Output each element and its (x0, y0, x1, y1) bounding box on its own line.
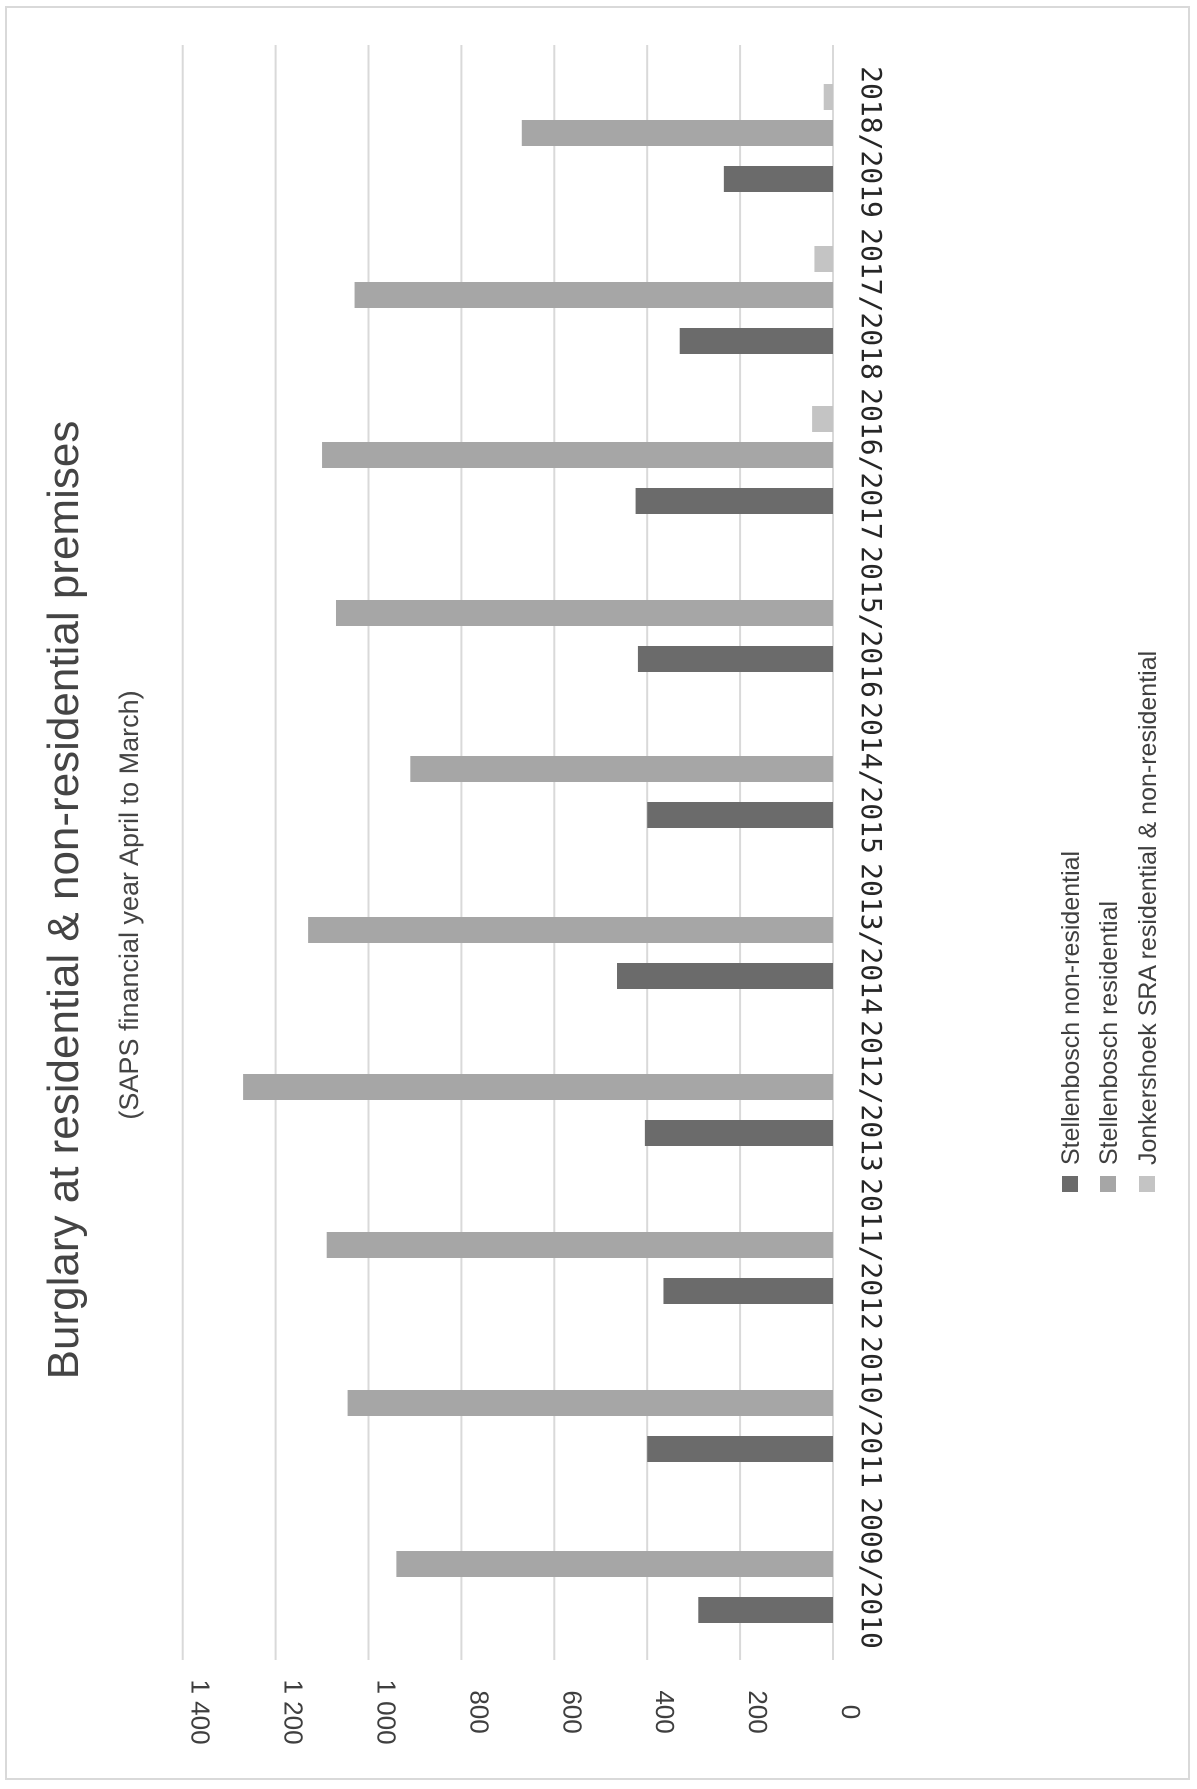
bar (308, 917, 833, 943)
category-label: 2010/2011 (855, 1336, 888, 1488)
bar (823, 84, 833, 110)
bar (410, 756, 833, 782)
legend-swatch (1100, 1176, 1116, 1192)
bar (647, 802, 833, 828)
bar (347, 1390, 833, 1416)
bar (723, 166, 833, 192)
chart-title: Burglary at residential & non-residentia… (39, 421, 88, 1380)
bars (243, 84, 833, 1623)
legend-label: Stellenbosch residential (1095, 901, 1123, 1165)
bar (663, 1278, 833, 1304)
category-axis-labels: 2009/2010 2010/2011 2011/2012 2012/2013 2013… (855, 66, 888, 1649)
bar (814, 246, 833, 272)
tick-label: 600 (557, 1690, 587, 1733)
legend-swatch (1062, 1176, 1078, 1192)
value-axis-ticks: 0 200 400 600 800 1 000 1 200 1 400 (186, 1679, 866, 1744)
tick-label: 0 (836, 1705, 866, 1719)
bar (354, 282, 833, 308)
bar (647, 1436, 833, 1462)
bar (243, 1074, 833, 1100)
bar (635, 488, 833, 514)
bar (335, 600, 833, 626)
category-label: 2017/2018 (855, 228, 888, 380)
tick-label: 800 (464, 1690, 494, 1733)
category-label: 2012/2013 (855, 1020, 888, 1172)
bar (679, 328, 833, 354)
bar (617, 963, 833, 989)
bar (812, 406, 833, 432)
category-label: 2016/2017 (855, 388, 888, 540)
legend-label: Jonkershoek SRA residential & non-reside… (1134, 651, 1162, 1165)
category-label: 2011/2012 (855, 1178, 888, 1330)
category-label: 2009/2010 (855, 1497, 888, 1649)
chart-subtitle: (SAPS financial year April to March) (114, 690, 144, 1119)
legend-swatch (1139, 1176, 1155, 1192)
tick-label: 1 000 (372, 1679, 402, 1744)
tick-label: 1 400 (186, 1679, 216, 1744)
tick-label: 400 (650, 1690, 680, 1733)
tick-label: 1 200 (279, 1679, 309, 1744)
legend-label: Stellenbosch non-residential (1057, 851, 1085, 1165)
category-label: 2014/2015 (855, 702, 888, 854)
bar (326, 1232, 833, 1258)
bar (396, 1551, 833, 1577)
bar (644, 1120, 833, 1146)
legend: Stellenbosch non-residential Stellenbosch… (1057, 651, 1162, 1192)
category-label: 2015/2016 (855, 546, 888, 698)
category-label: 2013/2014 (855, 863, 888, 1015)
bar (637, 646, 833, 672)
tick-label: 200 (743, 1690, 773, 1733)
bar (322, 442, 833, 468)
chart-frame (5, 6, 1190, 1780)
category-label: 2018/2019 (855, 66, 888, 218)
bar (521, 120, 833, 146)
bar (698, 1597, 833, 1623)
